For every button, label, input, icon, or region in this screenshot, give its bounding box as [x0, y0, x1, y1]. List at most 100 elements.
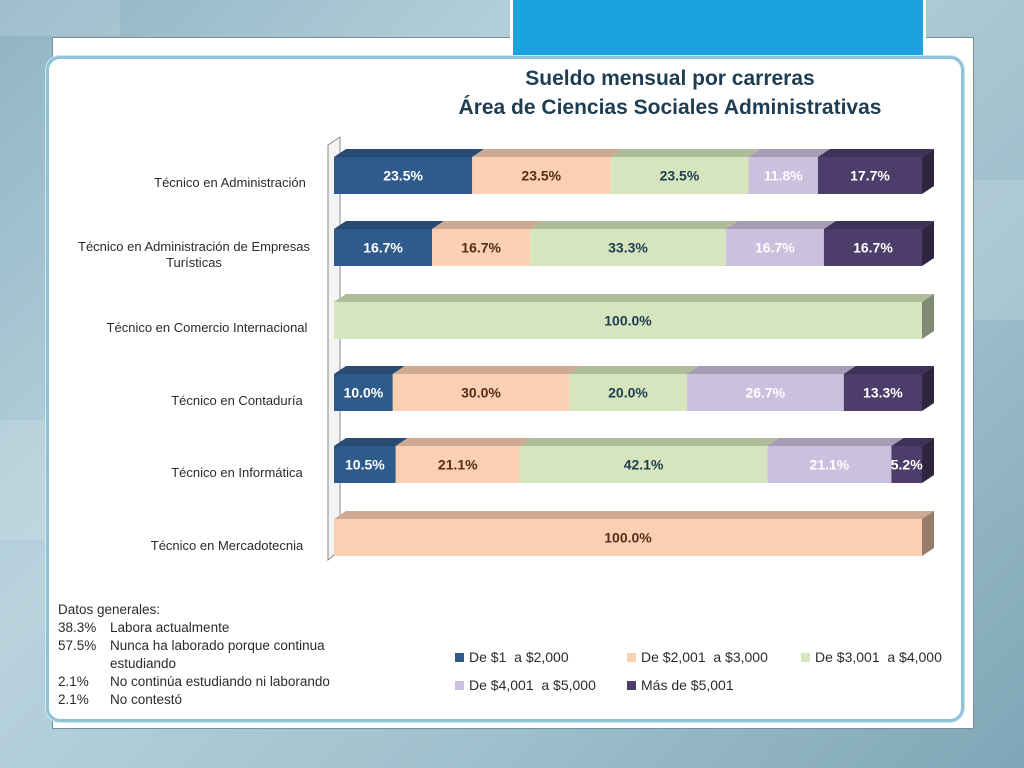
data-label: 33.3%	[608, 240, 648, 256]
category-label: Técnico en Contaduría	[171, 393, 303, 408]
bar-segment	[432, 229, 531, 266]
category-label: Técnico en Informática	[171, 465, 303, 480]
legend-label: De $2,001 a $3,000	[641, 649, 768, 665]
bar-segment-top	[334, 221, 445, 229]
data-label: 23.5%	[521, 168, 561, 184]
data-label: 21.1%	[810, 457, 850, 473]
bar-side	[922, 221, 934, 266]
bar-segment	[843, 374, 922, 411]
bar-segment-top	[610, 149, 761, 157]
legend-item-series-3: De $3,001 a $4,000	[801, 649, 942, 665]
data-label: 10.0%	[344, 385, 384, 401]
bar-segment-top	[891, 438, 934, 446]
legend-swatch	[801, 652, 810, 662]
note-row: 2.1% No continúa estudiando ni laborando	[58, 673, 378, 691]
legend-swatch	[627, 680, 636, 690]
axis-wall	[327, 136, 341, 562]
bar-segment-top	[334, 294, 934, 302]
bar-segment	[767, 446, 892, 483]
bar-segment	[686, 374, 844, 411]
bar-segment	[530, 229, 726, 266]
bar-segment-top	[686, 366, 856, 374]
chart-title-line2: Área de Ciencias Sociales Administrativa…	[458, 96, 882, 119]
bar-segment	[334, 446, 396, 483]
bar-side	[922, 149, 934, 194]
background-tile	[968, 180, 1024, 320]
data-label: 100.0%	[604, 530, 652, 546]
note-text: No contestó	[110, 692, 183, 707]
bar-segment	[334, 229, 433, 266]
bar-segment-top	[519, 438, 780, 446]
bar-segment	[823, 229, 922, 266]
data-label: 100.0%	[604, 313, 652, 329]
notes-heading: Datos generales:	[58, 602, 161, 617]
data-label: 11.8%	[764, 168, 803, 184]
legend-swatch	[455, 652, 464, 662]
bar-segment	[569, 374, 687, 411]
note-percent: 38.3%	[58, 620, 97, 635]
bar-segment	[334, 374, 393, 411]
bar-side	[922, 438, 934, 483]
bar-segment	[891, 446, 922, 483]
bar-segment-top	[472, 149, 623, 157]
note-text: Labora actualmente	[110, 620, 230, 635]
legend-swatch	[627, 652, 636, 662]
bar-segment-top	[569, 366, 699, 374]
bar-segment-top	[843, 366, 934, 374]
general-data-notes: Datos generales: 38.3% Labora actualment…	[58, 601, 378, 709]
background-tile	[0, 420, 48, 540]
data-label: 23.5%	[660, 168, 700, 184]
legend-label: De $3,001 a $4,000	[815, 649, 942, 665]
note-percent: 2.1%	[58, 674, 89, 689]
bar-segment-top	[432, 221, 543, 229]
data-label: 26.7%	[745, 385, 785, 401]
bar-segment	[472, 157, 611, 194]
note-percent: 2.1%	[58, 692, 89, 707]
bar-segment	[334, 302, 922, 339]
bar-segment-top	[725, 221, 836, 229]
note-text: No continúa estudiando ni laborando	[110, 674, 330, 689]
data-label: 21.1%	[438, 457, 478, 473]
note-row: 57.5% Nunca ha laborado porque continua …	[58, 637, 378, 673]
bar-segment	[395, 446, 520, 483]
category-label: Técnico en Comercio Internacional	[106, 320, 308, 335]
data-label: 23.5%	[383, 168, 423, 184]
legend-item-series-2: De $2,001 a $3,000	[627, 649, 768, 665]
bar-segment-top	[823, 221, 934, 229]
bar-segment-top	[530, 221, 738, 229]
note-percent: 57.5%	[58, 638, 97, 653]
data-label: 16.7%	[755, 240, 795, 256]
bar-segment-top	[392, 366, 582, 374]
bar-side	[922, 366, 934, 411]
category-label: Técnico en Mercadotecnia	[150, 538, 304, 553]
header-accent-bar	[510, 0, 926, 62]
note-row: 38.3% Labora actualmente	[58, 619, 378, 637]
category-label: Técnico en Administración de Empresas Tu…	[78, 239, 310, 270]
data-label: 20.0%	[608, 385, 648, 401]
category-label: Técnico en Administración	[154, 175, 306, 190]
bar-side	[922, 511, 934, 556]
data-label: 13.3%	[863, 385, 903, 401]
data-label: 16.7%	[461, 240, 501, 256]
legend-item-series-4: De $4,001 a $5,000	[455, 677, 596, 693]
legend-swatch	[455, 680, 464, 690]
bar-segment-top	[817, 149, 934, 157]
data-label: 42.1%	[624, 457, 664, 473]
bar-segment-top	[767, 438, 904, 446]
bar-segment	[519, 446, 768, 483]
bar-segment-top	[748, 149, 830, 157]
data-label: 16.7%	[853, 240, 893, 256]
bar-side	[922, 294, 934, 339]
data-label: 5.2%	[891, 457, 923, 473]
data-label: 17.7%	[850, 168, 890, 184]
bar-segment	[334, 157, 473, 194]
bar-segment	[748, 157, 818, 194]
background-tile	[0, 0, 120, 36]
legend-item-series-5: Más de $5,001	[627, 677, 734, 693]
bar-segment-top	[334, 366, 405, 374]
bar-segment	[817, 157, 922, 194]
legend-label: Más de $5,001	[641, 677, 734, 693]
bar-segment-top	[395, 438, 532, 446]
bar-segment	[610, 157, 749, 194]
